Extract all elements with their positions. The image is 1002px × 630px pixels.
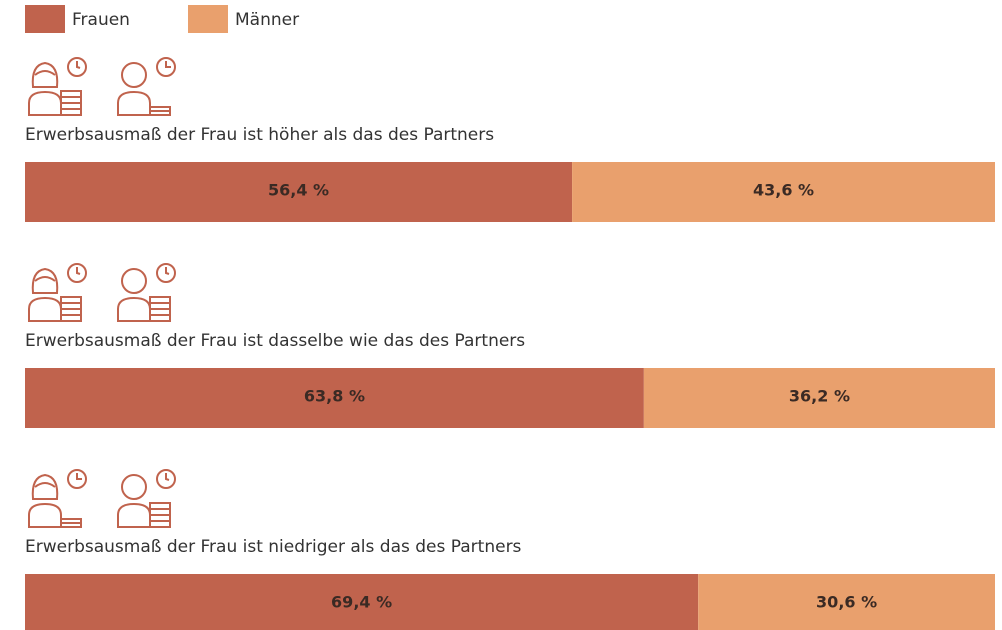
bar-segment bbox=[25, 574, 699, 630]
value-label: 69,4 % bbox=[331, 593, 392, 612]
legend-label: Männer bbox=[235, 10, 299, 30]
value-label: 43,6 % bbox=[753, 181, 814, 200]
legend-swatch bbox=[25, 5, 65, 33]
bar-segment bbox=[643, 368, 995, 428]
value-label: 36,2 % bbox=[789, 387, 850, 406]
bar-segment bbox=[572, 162, 995, 222]
category-label: Erwerbsausmaß der Frau ist höher als das… bbox=[25, 125, 494, 145]
bar-segment bbox=[698, 574, 995, 630]
value-label: 56,4 % bbox=[268, 181, 329, 200]
bar-segment bbox=[25, 368, 644, 428]
value-label: 30,6 % bbox=[816, 593, 877, 612]
legend-label: Frauen bbox=[72, 10, 130, 30]
bar-segment bbox=[25, 162, 573, 222]
value-label: 63,8 % bbox=[304, 387, 365, 406]
category-label: Erwerbsausmaß der Frau ist dasselbe wie … bbox=[25, 331, 525, 351]
category-label: Erwerbsausmaß der Frau ist niedriger als… bbox=[25, 537, 522, 557]
legend-swatch bbox=[188, 5, 228, 33]
